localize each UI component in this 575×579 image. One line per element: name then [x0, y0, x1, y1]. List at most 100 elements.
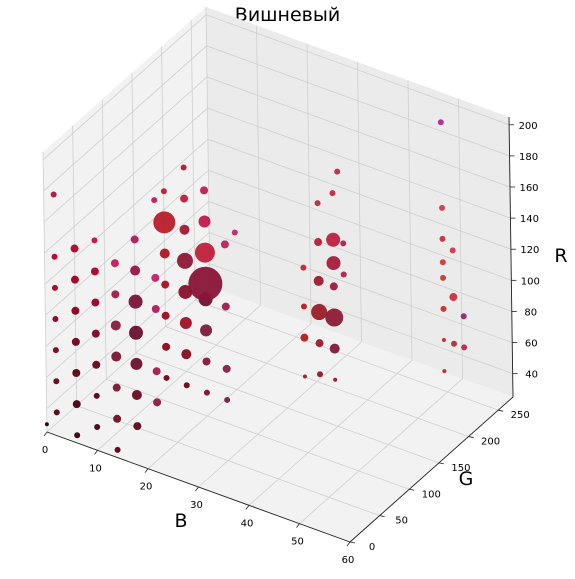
chart-title: Вишневый	[234, 4, 341, 26]
data-point	[326, 232, 341, 247]
z-tick-label: 80	[524, 307, 537, 318]
data-point	[129, 325, 144, 340]
grid-line-x	[299, 98, 463, 524]
x-tick-mark	[94, 450, 98, 455]
x-tick-label: 50	[291, 537, 304, 548]
data-point	[224, 396, 231, 403]
data-point	[44, 422, 49, 427]
x-tick-mark	[245, 505, 250, 510]
data-point	[70, 275, 79, 284]
data-point	[222, 364, 231, 373]
data-point	[442, 369, 447, 374]
data-points	[44, 119, 468, 453]
data-point	[329, 343, 340, 354]
y-tick-mark	[438, 462, 444, 465]
grid-line-z	[45, 232, 513, 378]
data-point	[179, 317, 192, 330]
x-tick-label: 20	[140, 482, 153, 493]
y-tick-label: 150	[451, 463, 470, 474]
data-point	[72, 400, 81, 409]
data-point	[449, 247, 456, 254]
data-point	[329, 190, 336, 197]
x-tick-mark	[144, 468, 149, 473]
data-point	[437, 119, 444, 126]
data-point	[51, 253, 58, 260]
data-point	[163, 374, 170, 381]
data-point	[221, 302, 230, 311]
grid-line-z	[43, 45, 510, 192]
data-point	[93, 392, 100, 399]
y-axis-label: G	[459, 468, 474, 490]
data-point	[325, 308, 344, 327]
data-point	[50, 191, 57, 198]
data-point	[113, 414, 122, 423]
z-tick-label: 140	[520, 214, 539, 225]
data-point	[71, 306, 80, 315]
data-point	[51, 284, 58, 291]
data-point	[111, 290, 120, 299]
z-axis-line	[508, 116, 514, 398]
y-tick-label: 0	[369, 542, 375, 553]
grid-line-z	[45, 200, 512, 347]
z-tick-label: 60	[525, 339, 538, 350]
data-point	[52, 316, 59, 322]
grid-line-y	[161, 46, 469, 437]
grid-line-y	[190, 20, 499, 411]
data-point	[198, 215, 211, 228]
data-point	[130, 235, 139, 244]
grid-line-x	[248, 80, 413, 506]
data-point	[231, 229, 238, 236]
data-point	[133, 422, 142, 431]
grid-line-y	[131, 72, 440, 464]
data-point	[130, 357, 143, 370]
y-tick-label: 250	[511, 410, 530, 421]
data-point	[180, 164, 187, 171]
data-point	[110, 320, 121, 331]
z-tick-label: 120	[520, 245, 539, 256]
data-point	[70, 244, 79, 253]
y-tick-mark	[409, 488, 415, 491]
data-point	[326, 256, 341, 271]
tick-labels: 0 10 20 30 40 50 60 0 50 100 150 200 250 40 60 80 100 120…	[42, 121, 540, 566]
data-point	[91, 298, 100, 307]
data-point	[114, 446, 121, 453]
data-point	[460, 313, 467, 320]
data-point	[179, 224, 190, 235]
data-point	[53, 409, 60, 416]
y-axis-line	[349, 396, 514, 543]
x-tick-label: 60	[342, 555, 355, 566]
data-point	[451, 340, 458, 347]
data-point	[334, 168, 341, 175]
data-point	[311, 304, 328, 321]
data-point	[90, 267, 99, 276]
data-point	[439, 259, 446, 266]
data-point	[333, 377, 338, 382]
z-tick-label: 180	[519, 152, 538, 163]
data-point	[313, 275, 324, 286]
data-point	[162, 342, 171, 351]
data-point	[160, 188, 167, 195]
data-point	[200, 324, 213, 337]
y-tick-label: 50	[395, 516, 408, 527]
data-point	[161, 280, 170, 289]
x-tick-label: 40	[241, 518, 254, 529]
data-point	[130, 265, 141, 276]
z-axis-label: R	[554, 245, 567, 267]
data-point	[111, 351, 122, 362]
data-point	[200, 186, 209, 195]
data-point	[94, 424, 101, 430]
data-point	[315, 339, 324, 348]
grid-line-z	[46, 263, 513, 409]
data-point	[151, 197, 158, 204]
data-point	[439, 235, 446, 242]
data-point	[180, 194, 189, 203]
data-point	[441, 338, 446, 343]
data-point	[74, 432, 81, 439]
data-point	[181, 349, 192, 360]
data-point	[314, 238, 323, 247]
data-point	[340, 271, 347, 278]
data-point	[71, 337, 80, 346]
x-tick-mark	[195, 486, 199, 492]
x-tick-mark	[346, 541, 351, 547]
data-point	[151, 273, 160, 282]
